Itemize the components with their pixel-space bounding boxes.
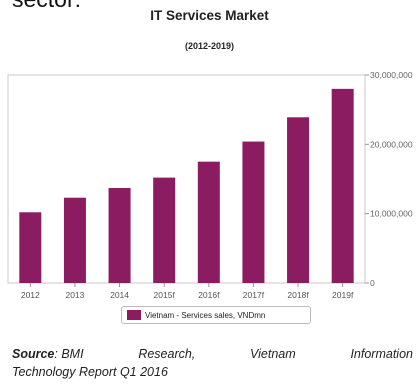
source-label: Source xyxy=(12,347,55,361)
source-word-1: Research, xyxy=(138,347,196,361)
x-tick-label: 2019f xyxy=(332,290,354,300)
bar xyxy=(63,197,86,283)
x-tick-label: 2016f xyxy=(198,290,220,300)
source-word-0: : BMI xyxy=(54,347,84,361)
chart-legend: Vietnam - Services sales, VNDmn xyxy=(121,306,311,324)
legend-swatch xyxy=(127,310,141,320)
x-tick-label: 2018f xyxy=(287,290,309,300)
source-line-1: Source: BMI Research, Vietnam Informatio… xyxy=(12,345,413,363)
source-citation: Source: BMI Research, Vietnam Informatio… xyxy=(12,345,413,381)
bar xyxy=(287,117,310,283)
bar xyxy=(331,88,354,283)
x-tick-label: 2012 xyxy=(21,290,40,300)
chart-title: IT Services Market xyxy=(150,8,269,23)
legend-label: Vietnam - Services sales, VNDmn xyxy=(145,310,266,320)
y-tick-label: 20,000,000 xyxy=(370,139,413,149)
y-tick-label: 10,000,000 xyxy=(370,209,413,219)
bar xyxy=(242,141,265,283)
bar xyxy=(197,161,220,283)
y-tick-label: 30,000,000 xyxy=(370,70,413,80)
bar xyxy=(153,177,176,283)
bar xyxy=(19,212,42,283)
source-word-3: Information xyxy=(350,347,413,361)
source-first: Source: BMI xyxy=(12,345,84,363)
x-tick-label: 2015f xyxy=(154,290,176,300)
header-fragment: sector: xyxy=(12,0,81,13)
source-word-2: Vietnam xyxy=(250,347,296,361)
x-tick-label: 2013 xyxy=(65,290,84,300)
x-tick-label: 2014 xyxy=(110,290,129,300)
bar xyxy=(108,188,131,283)
x-tick-label: 2017f xyxy=(243,290,265,300)
chart-subtitle: (2012-2019) xyxy=(184,41,235,51)
plot-frame xyxy=(7,74,366,284)
y-tick-label: 0 xyxy=(370,278,375,288)
source-line-2: Technology Report Q1 2016 xyxy=(12,365,168,379)
